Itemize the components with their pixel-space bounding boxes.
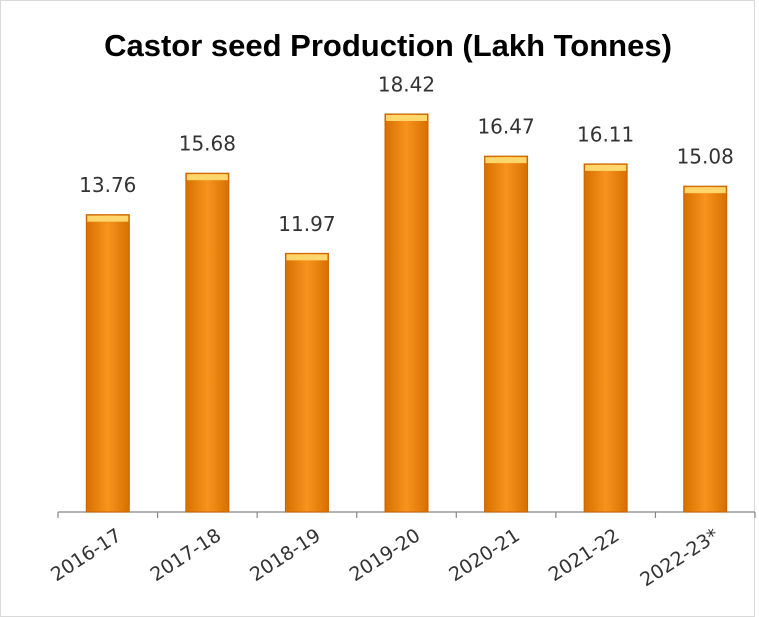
bar-cap — [585, 164, 627, 171]
x-tick-label: 2020-21 — [445, 524, 524, 586]
value-label: 13.76 — [79, 173, 136, 197]
bar — [185, 172, 230, 513]
x-tick-label: 2018-19 — [246, 524, 325, 586]
x-tick-label: 2016-17 — [47, 524, 126, 586]
value-label: 11.97 — [278, 212, 335, 236]
bar-cap — [87, 215, 129, 222]
value-label: 16.47 — [477, 115, 534, 139]
x-tick-label: 2021-22 — [545, 524, 624, 586]
bar — [683, 185, 728, 513]
value-label: 16.11 — [577, 122, 634, 146]
value-label: 18.42 — [378, 73, 435, 97]
chart-title: Castor seed Production (Lakh Tonnes) — [104, 28, 672, 63]
bar-cap — [485, 157, 527, 164]
value-label: 15.68 — [179, 132, 236, 156]
value-label: 15.08 — [677, 145, 734, 169]
x-tick-label: 2017-18 — [147, 524, 226, 586]
bar-cap — [684, 187, 726, 194]
x-tick-label: 2019-20 — [346, 524, 425, 586]
bar — [484, 155, 529, 513]
bar — [384, 113, 429, 513]
bar-cap — [386, 115, 427, 121]
bar — [284, 252, 329, 513]
x-tick-label: 2022-23* — [636, 524, 723, 591]
bar-cap — [186, 174, 228, 181]
bar — [583, 163, 628, 513]
bar — [85, 214, 130, 513]
bar-cap — [286, 254, 328, 261]
